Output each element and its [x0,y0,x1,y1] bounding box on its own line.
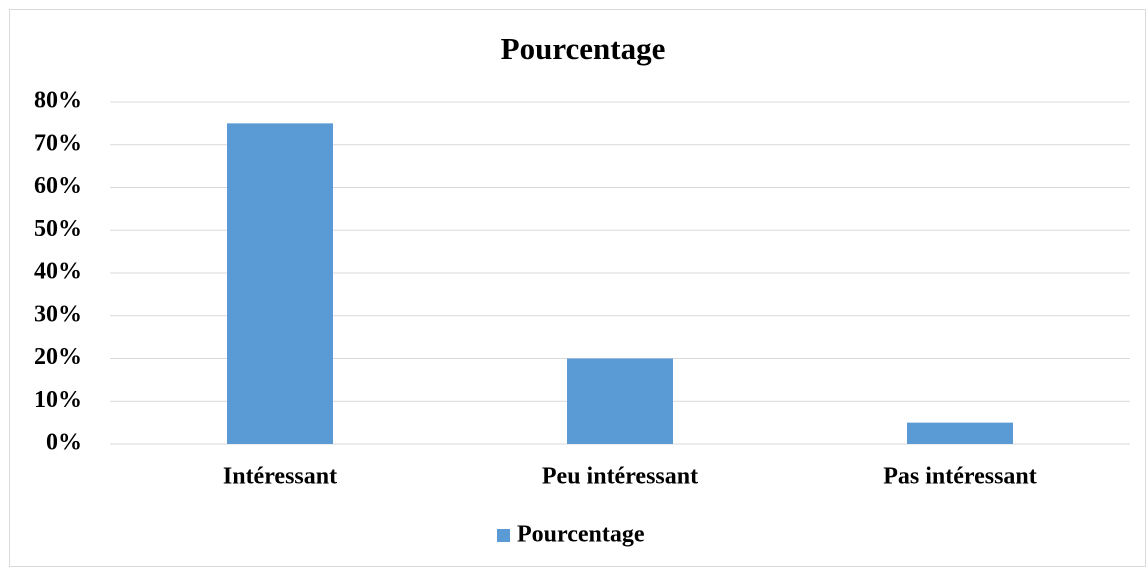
y-tick-label: 80% [34,88,82,114]
y-tick-label: 10% [34,387,82,413]
y-tick-label: 20% [34,344,82,370]
bar [907,422,1013,444]
y-tick-label: 0% [46,430,82,456]
y-tick-label: 40% [34,259,82,285]
y-tick-label: 60% [34,173,82,199]
x-tick-label: Intéressant [223,464,337,490]
bar [567,358,673,444]
chart-title: Pourcentage [501,31,666,66]
y-tick-label: 30% [34,301,82,327]
legend-label: Pourcentage [517,522,645,548]
x-tick-label: Pas intéressant [883,464,1037,490]
legend-swatch [497,529,510,542]
bar [227,123,333,444]
y-tick-label: 70% [34,130,82,156]
y-tick-label: 50% [34,216,82,242]
x-tick-label: Peu intéressant [542,464,698,490]
